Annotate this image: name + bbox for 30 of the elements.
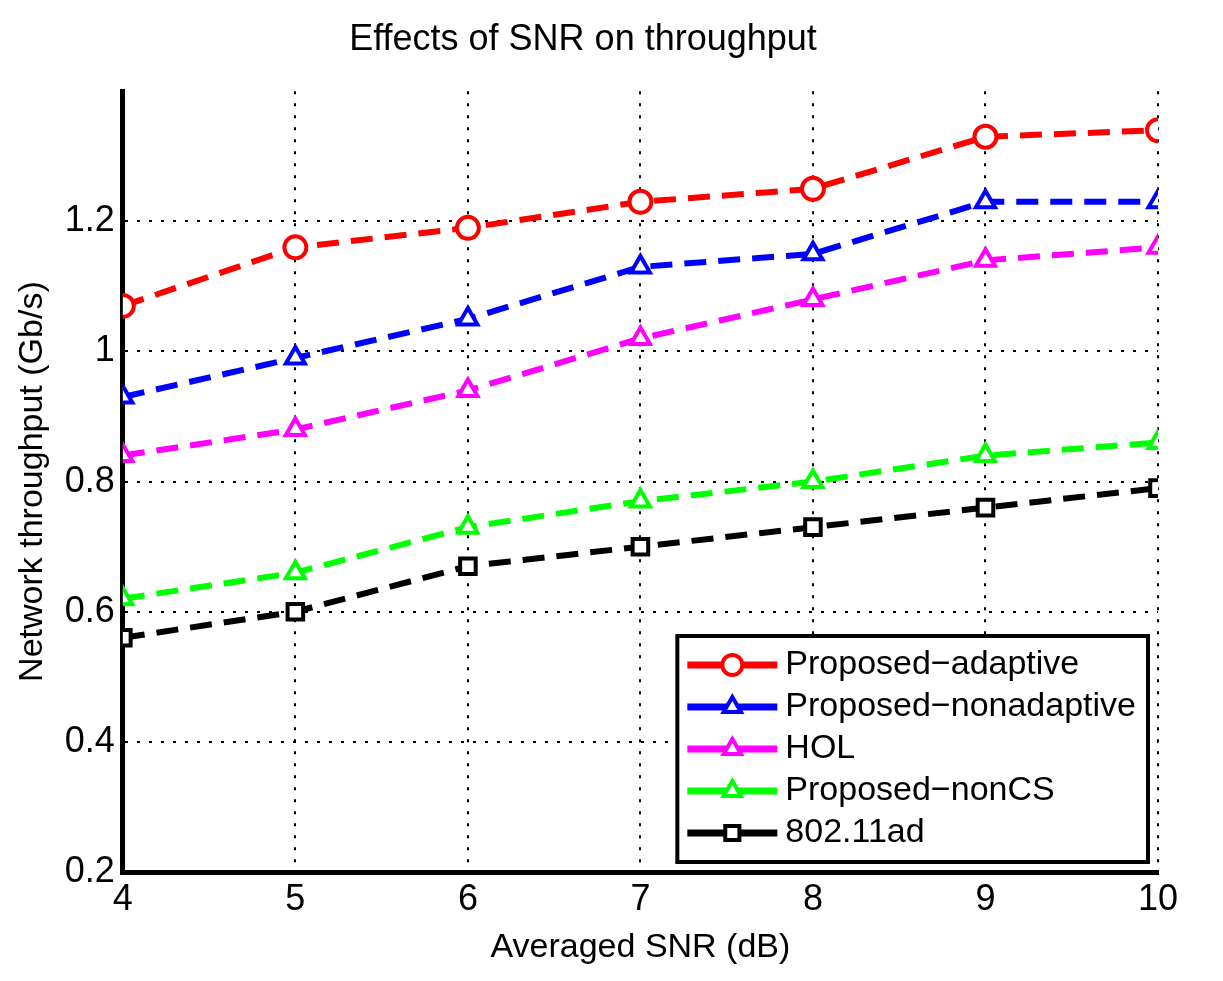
x-tick-label: 6 bbox=[457, 876, 478, 918]
x-tick-label: 5 bbox=[285, 876, 306, 918]
chart-title: Effects of SNR on throughput bbox=[349, 16, 817, 58]
point bbox=[456, 514, 480, 535]
y-axis-title: Network throughput (Gb/s) bbox=[10, 281, 49, 682]
legend-label: Proposed−nonCS bbox=[785, 769, 1055, 808]
point bbox=[628, 488, 652, 509]
point bbox=[628, 253, 652, 275]
x-tick-label: 9 bbox=[975, 876, 996, 918]
x-tick-label: 4 bbox=[112, 876, 133, 918]
point bbox=[800, 466, 826, 490]
y-tick-label: 0.2 bbox=[64, 848, 115, 890]
legend-label: Proposed−nonadaptive bbox=[785, 685, 1137, 724]
point bbox=[801, 286, 825, 307]
x-tick-label: 7 bbox=[630, 876, 651, 918]
point bbox=[800, 238, 826, 262]
y-tick-label: 0.8 bbox=[64, 458, 115, 500]
legend-label: Proposed−adaptive bbox=[785, 643, 1080, 682]
point bbox=[628, 325, 652, 346]
point bbox=[455, 375, 481, 399]
x-tick-label: 10 bbox=[1137, 876, 1179, 918]
x-tick-label: 8 bbox=[802, 876, 823, 918]
x-axis-title: Averaged SNR (dB) bbox=[490, 925, 791, 964]
legend-label: HOL bbox=[785, 727, 856, 766]
y-tick-label: 0.6 bbox=[64, 588, 115, 630]
y-tick-label: 1 bbox=[94, 328, 115, 370]
legend-label: 802.11ad bbox=[785, 811, 925, 850]
y-tick-label: 0.4 bbox=[64, 718, 115, 760]
y-tick-label: 1.2 bbox=[64, 198, 115, 240]
point bbox=[456, 305, 480, 327]
